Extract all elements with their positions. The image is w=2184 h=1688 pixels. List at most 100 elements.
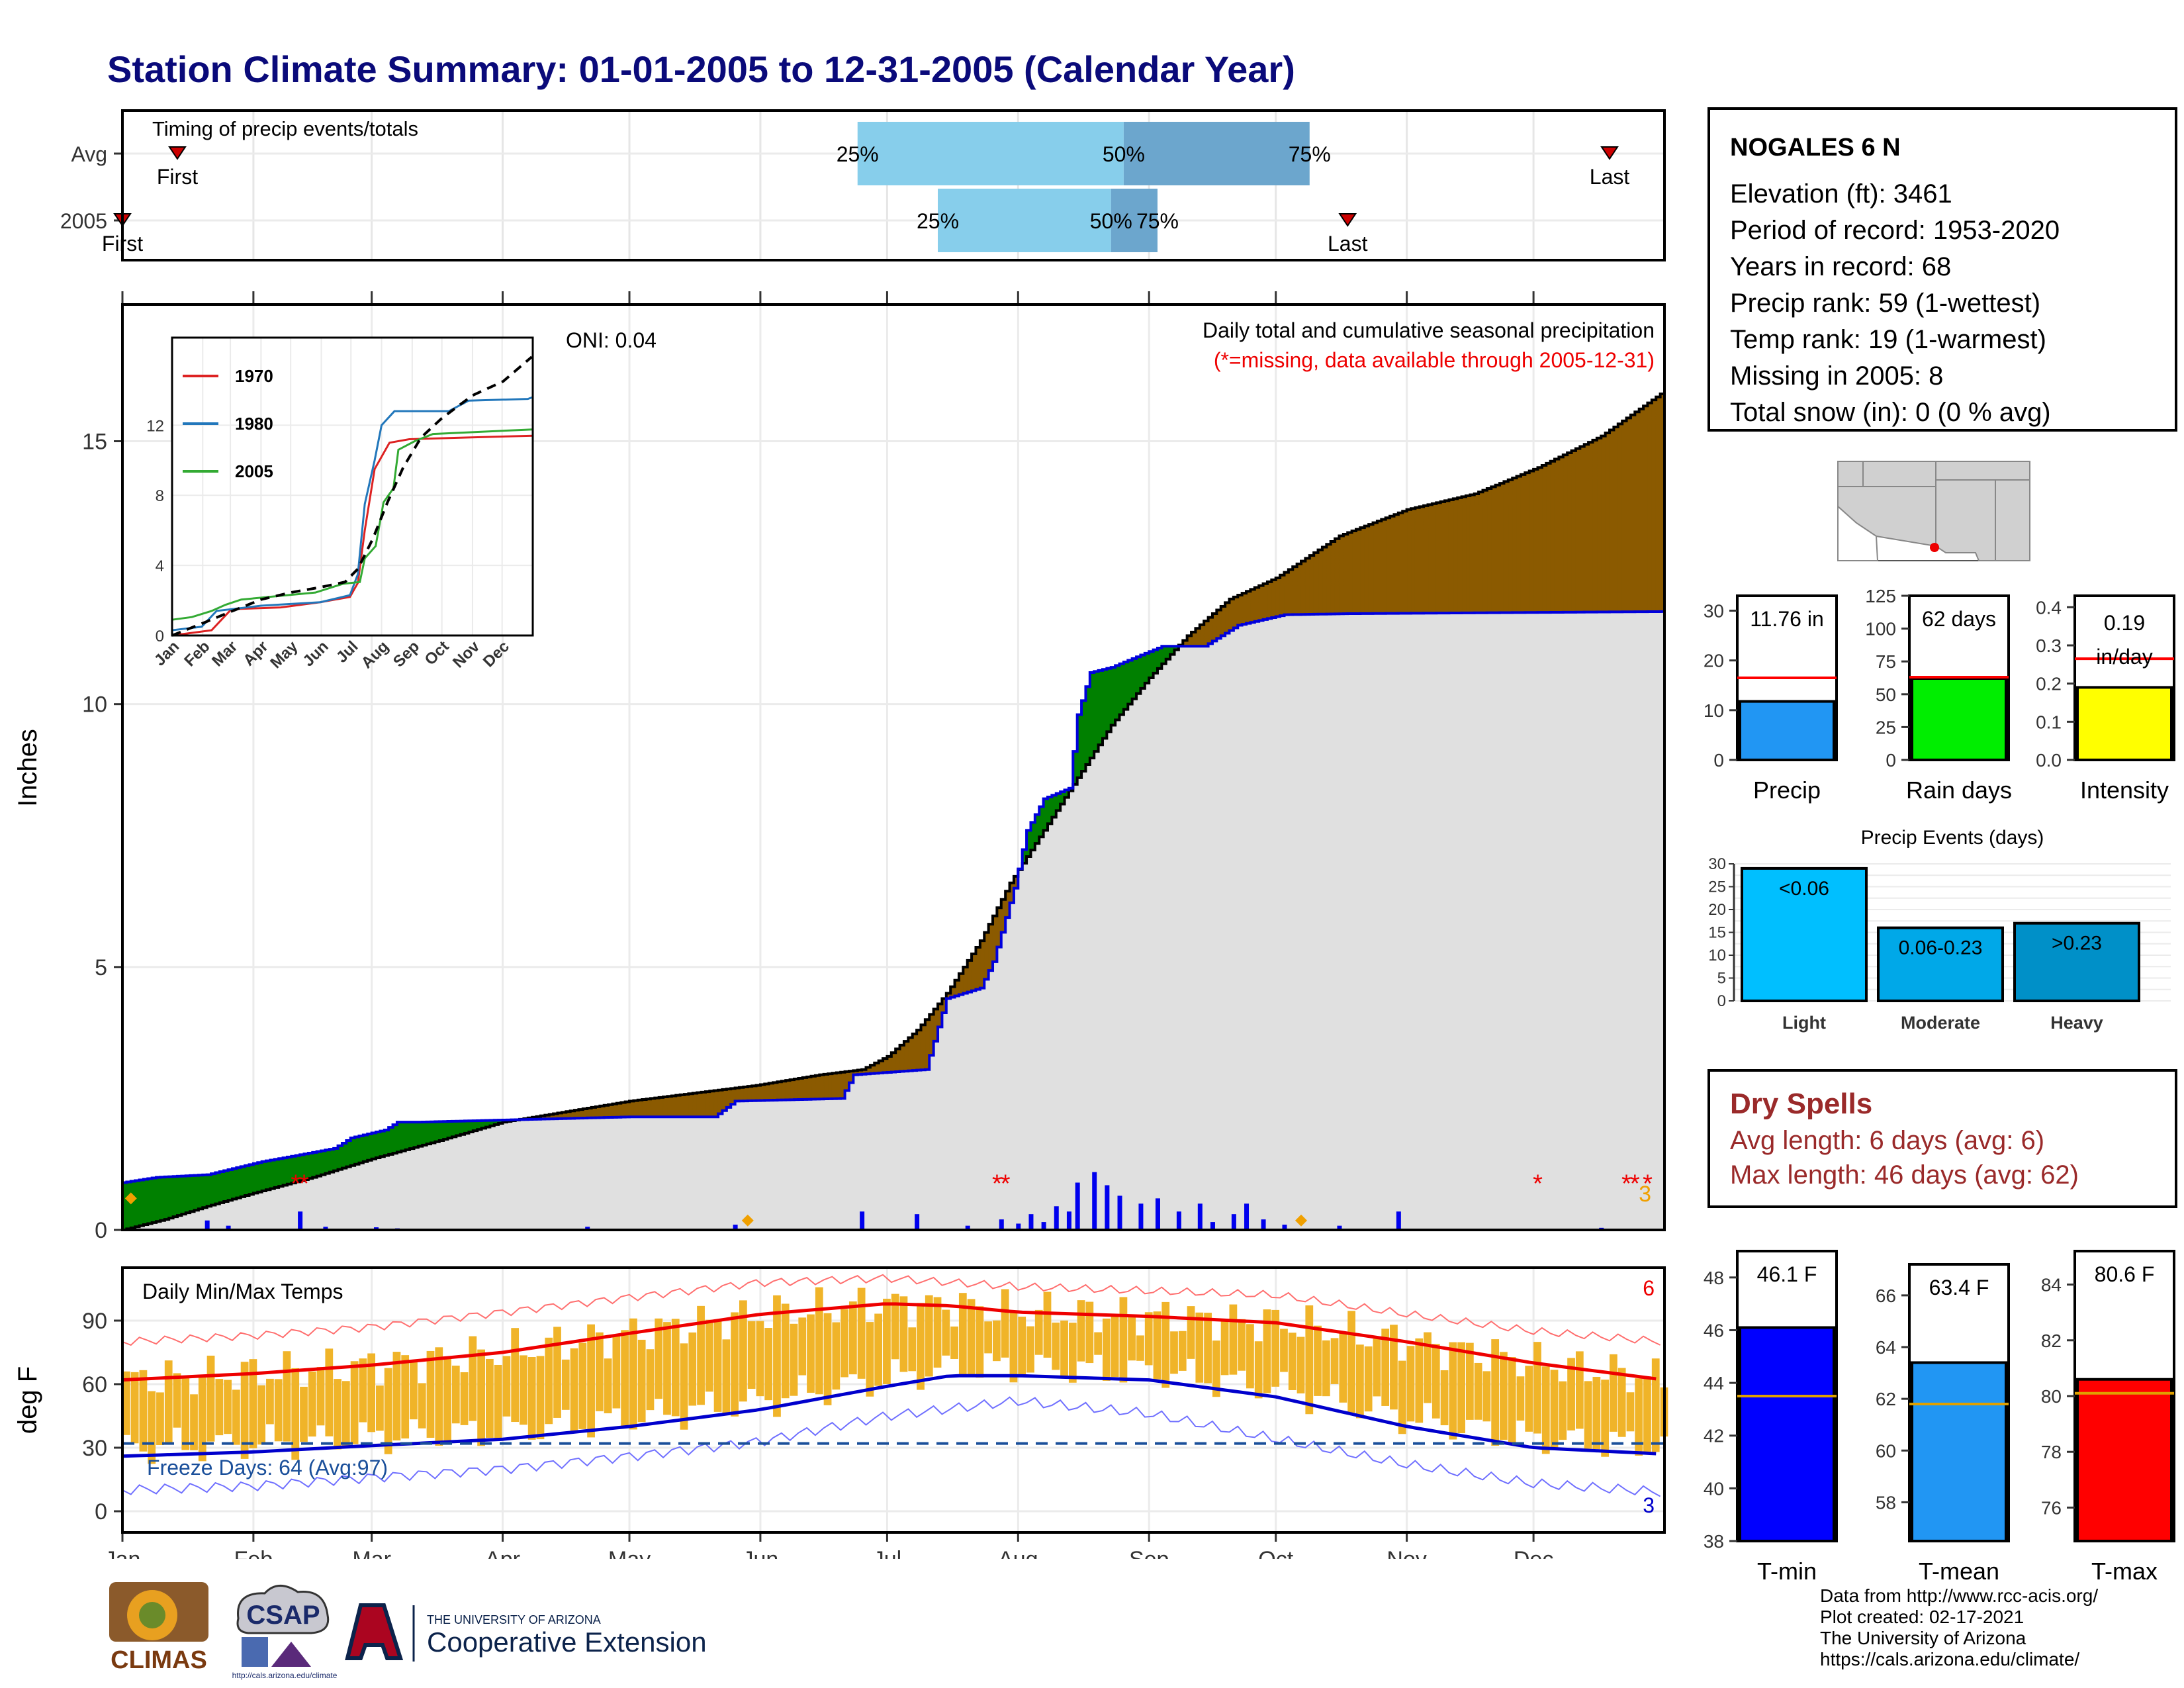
temp-daily-bar bbox=[477, 1349, 485, 1446]
station-info-line: Total snow (in): 0 (0 % avg) bbox=[1730, 398, 2051, 427]
temp-daily-bar bbox=[1322, 1340, 1330, 1397]
temp-daily-bar bbox=[1440, 1370, 1449, 1426]
timing-bar-q25-q50 bbox=[857, 122, 1124, 185]
temp-daily-bar bbox=[308, 1371, 316, 1437]
gauge-ytick-label: 82 bbox=[2041, 1331, 2062, 1351]
temp-daily-bar bbox=[1643, 1376, 1651, 1454]
temp-daily-bar bbox=[646, 1349, 655, 1411]
temp-daily-bar bbox=[511, 1328, 520, 1423]
temp-daily-bar bbox=[1390, 1325, 1398, 1410]
temp-daily-bar bbox=[1094, 1332, 1102, 1355]
temp-daily-bar bbox=[1026, 1326, 1034, 1373]
temp-ytick-label: 30 bbox=[82, 1436, 107, 1461]
timing-quantile-label: 25% bbox=[837, 142, 879, 166]
precip-daily-bar bbox=[323, 1227, 328, 1230]
temp-daily-bar bbox=[832, 1322, 841, 1390]
temp-daily-bar bbox=[908, 1327, 917, 1372]
events-bar bbox=[1877, 926, 2004, 1003]
temp-daily-bar bbox=[164, 1360, 173, 1444]
gauge-value-label: 11.76 in bbox=[1750, 607, 1824, 631]
gauge-ytick-label: 60 bbox=[1876, 1440, 1896, 1461]
temp-daily-bar bbox=[1246, 1324, 1254, 1389]
temp-daily-bar bbox=[587, 1324, 595, 1438]
month-label: Apr bbox=[485, 1547, 520, 1559]
temp-daily-bar bbox=[612, 1334, 621, 1409]
station-info-line: Missing in 2005: 8 bbox=[1730, 361, 1944, 391]
month-label: May bbox=[608, 1547, 651, 1559]
temp-daily-bar bbox=[224, 1380, 232, 1434]
gauge-ytick-label: 38 bbox=[1704, 1531, 1724, 1552]
temp-daily-bar bbox=[1178, 1331, 1187, 1371]
gauge-value-bar bbox=[1739, 700, 1835, 761]
temp-daily-bar bbox=[502, 1356, 511, 1417]
temp-daily-bar bbox=[1491, 1339, 1500, 1446]
tmin-gauge: 38 40 42 44 46 48 46.1 F T-min bbox=[1704, 1250, 1838, 1582]
temp-daily-bar bbox=[1001, 1289, 1009, 1358]
gauge-label: Rain days bbox=[1906, 776, 2012, 804]
inset-xtick-label: Nov bbox=[449, 637, 484, 672]
precip-missing-marker: * bbox=[1001, 1170, 1011, 1198]
inset-xtick-label: Sep bbox=[390, 637, 423, 671]
credit-line: Plot created: 02-17-2021 bbox=[1820, 1607, 2025, 1627]
temp-daily-bar bbox=[384, 1368, 392, 1454]
gauge-value-label: 0.19 bbox=[2104, 611, 2145, 635]
temp-daily-bar bbox=[350, 1361, 359, 1444]
gauge-ytick-label: 48 bbox=[1704, 1268, 1724, 1288]
temp-daily-bar bbox=[249, 1359, 257, 1448]
precip-daily-bar bbox=[1028, 1214, 1034, 1230]
temp-daily-bar bbox=[637, 1339, 646, 1423]
temp-daily-bar bbox=[570, 1348, 578, 1432]
temp-daily-bar bbox=[1406, 1346, 1415, 1422]
timing-first-label: First bbox=[157, 165, 198, 189]
station-info-line: Period of record: 1953-2020 bbox=[1730, 216, 2060, 245]
tmean-gauge: 58 60 62 64 66 63.4 F T-mean bbox=[1876, 1263, 2010, 1582]
precip-daily-bar bbox=[1054, 1206, 1059, 1230]
temp-daily-bar bbox=[680, 1343, 688, 1430]
timing-last-label: Last bbox=[1590, 165, 1630, 189]
inset-xtick-label: Aug bbox=[358, 637, 392, 672]
temp-daily-bar bbox=[1457, 1342, 1465, 1434]
precip-missing-marker: * bbox=[1533, 1170, 1543, 1198]
precip-daily-bar bbox=[1105, 1185, 1110, 1230]
events-ytick-label: 0 bbox=[1717, 992, 1726, 1010]
temp-daily-bar bbox=[697, 1305, 705, 1405]
temp-daily-bar bbox=[341, 1381, 350, 1448]
temp-daily-bar bbox=[1516, 1376, 1525, 1421]
temp-daily-bar bbox=[148, 1391, 156, 1464]
precip-daily-bar bbox=[1016, 1223, 1021, 1230]
temp-daily-bar bbox=[1111, 1316, 1119, 1378]
temp-daily-bar bbox=[325, 1348, 334, 1436]
temp-daily-bar bbox=[976, 1306, 984, 1378]
timing-quantile-label: 75% bbox=[1289, 142, 1331, 166]
gauge-ytick-label: 0.0 bbox=[2036, 750, 2062, 771]
precip-ylabel: Inches bbox=[13, 729, 42, 807]
precip-daily-bar bbox=[860, 1211, 865, 1230]
gauge-value-bar bbox=[2076, 1378, 2173, 1542]
temp-daily-bar bbox=[206, 1355, 215, 1442]
inset-xtick-label: Jun bbox=[299, 637, 332, 670]
climas-logo: CLIMAS bbox=[109, 1582, 208, 1674]
temp-daily-bar bbox=[866, 1322, 874, 1397]
events-category-label: Moderate bbox=[1901, 1013, 1980, 1033]
temp-daily-bar bbox=[1364, 1346, 1373, 1412]
temp-daily-bar bbox=[1567, 1358, 1575, 1430]
temp-daily-bar bbox=[747, 1321, 756, 1389]
month-label: Nov bbox=[1387, 1547, 1426, 1559]
ua-small-text: THE UNIVERSITY OF ARIZONA bbox=[427, 1613, 601, 1626]
temp-daily-bar bbox=[410, 1360, 418, 1420]
gauge-ytick-label: 20 bbox=[1704, 651, 1724, 671]
precip-events-chart: Precip Events (days) 0 5 10 15 20 25 30 <0.06 Li… bbox=[1708, 827, 2171, 1033]
temp-daily-bar bbox=[1330, 1338, 1339, 1384]
gauge-ytick-label: 40 bbox=[1704, 1478, 1724, 1499]
temp-daily-bar bbox=[376, 1385, 384, 1431]
temp-daily-bar bbox=[1626, 1392, 1635, 1432]
temp-daily-bar bbox=[1432, 1344, 1440, 1419]
gauge-value-label: 80.6 F bbox=[2095, 1262, 2155, 1286]
temp-daily-bar bbox=[274, 1379, 283, 1442]
precip-cum-avg-line bbox=[122, 393, 1664, 1231]
inset-series-line-2005 bbox=[171, 428, 533, 621]
temp-daily-bar bbox=[1102, 1318, 1111, 1381]
gauge-ytick-label: 25 bbox=[1876, 717, 1896, 737]
temp-daily-bar bbox=[1610, 1354, 1617, 1432]
temp-daily-bar bbox=[629, 1318, 637, 1430]
